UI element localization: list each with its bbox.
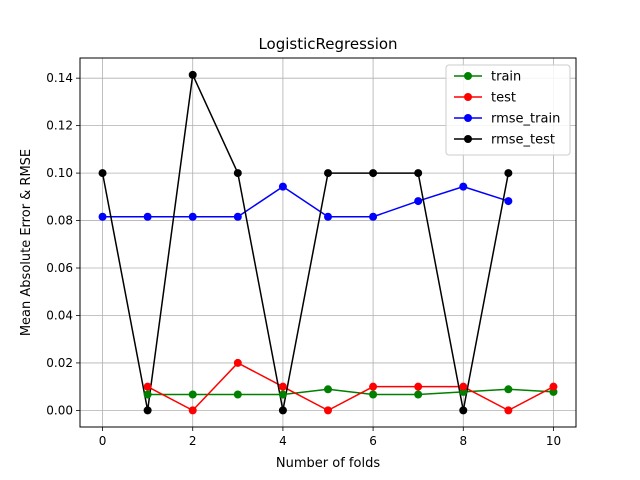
legend-label-test: test <box>491 91 516 106</box>
legend-label-rmse_test: rmse_test <box>491 133 555 148</box>
data-point-train <box>233 390 242 399</box>
data-point-test <box>188 406 197 415</box>
x-tick-label: 6 <box>369 434 377 448</box>
legend-marker-rmse_test <box>464 135 472 143</box>
data-point-rmse_test <box>188 70 197 79</box>
data-point-rmse_test <box>414 169 423 178</box>
data-point-rmse_train <box>459 182 468 191</box>
data-point-rmse_train <box>369 212 378 221</box>
legend: train test rmse_train rmse_test <box>445 64 571 156</box>
data-point-rmse_test <box>504 169 513 178</box>
x-tick-label: 4 <box>279 434 287 448</box>
series-lines <box>101 74 554 412</box>
data-point-rmse_test <box>143 406 152 415</box>
data-point-train <box>414 390 423 399</box>
data-point-rmse_test <box>369 169 378 178</box>
y-tick-label: 0.00 <box>46 403 73 417</box>
y-tick-label: 0.02 <box>46 356 73 370</box>
data-point-rmse_test <box>98 169 107 178</box>
data-point-train <box>188 390 197 399</box>
data-point-train <box>504 385 513 394</box>
data-point-test <box>324 406 332 415</box>
data-point-test <box>233 358 242 367</box>
data-point-rmse_train <box>98 212 107 221</box>
y-axis-label: Mean Absolute Error & RMSE <box>19 149 34 336</box>
legend-label-train: train <box>491 70 521 85</box>
data-point-rmse_train <box>188 212 197 221</box>
series-points <box>98 70 558 415</box>
data-point-rmse_test <box>278 406 287 415</box>
legend-marker-test <box>464 93 472 101</box>
data-point-rmse_test <box>459 406 468 415</box>
data-point-train <box>324 385 332 394</box>
x-axis-ticks: 0 2 4 6 8 10 <box>99 427 561 448</box>
data-point-rmse_train <box>278 182 287 191</box>
data-point-rmse_train <box>324 212 332 221</box>
data-point-train <box>369 390 378 399</box>
y-axis-ticks: 0.00 0.02 0.04 0.06 0.08 0.10 0.12 0.14 <box>46 71 80 417</box>
data-point-rmse_train <box>233 212 242 221</box>
y-tick-label: 0.08 <box>46 214 73 228</box>
data-point-test <box>549 382 558 391</box>
legend-marker-rmse_train <box>464 114 472 122</box>
series-line-rmse_train <box>102 185 509 218</box>
legend-label-rmse_train: rmse_train <box>491 112 560 127</box>
y-tick-label: 0.06 <box>46 261 73 275</box>
data-point-test <box>143 382 152 391</box>
series-line-train <box>147 388 554 396</box>
y-tick-label: 0.12 <box>46 119 73 133</box>
plot-frame <box>79 57 577 428</box>
series-line-rmse_test <box>101 74 510 412</box>
data-point-rmse_train <box>504 197 513 206</box>
y-tick-label: 0.14 <box>46 71 73 85</box>
data-point-test <box>504 406 513 415</box>
data-point-rmse_test <box>324 169 332 178</box>
data-point-test <box>414 382 423 391</box>
chart-title: LogisticRegression <box>258 35 397 53</box>
data-point-test <box>278 382 287 391</box>
x-axis-label: Number of folds <box>276 456 380 471</box>
data-point-train <box>278 390 287 399</box>
data-point-test <box>459 382 468 391</box>
x-tick-label: 0 <box>99 434 107 448</box>
data-point-test <box>369 382 378 391</box>
legend-marker-train <box>464 72 472 80</box>
data-point-rmse_train <box>143 212 152 221</box>
x-tick-label: 8 <box>459 434 467 448</box>
x-tick-label: 10 <box>546 434 561 448</box>
data-point-train <box>143 390 152 399</box>
series-line-test <box>147 362 554 412</box>
x-tick-label: 2 <box>189 434 197 448</box>
data-point-rmse_train <box>414 197 423 206</box>
y-tick-label: 0.10 <box>46 166 73 180</box>
y-tick-label: 0.04 <box>46 308 73 322</box>
legend-box <box>445 64 571 156</box>
data-point-rmse_test <box>233 169 242 178</box>
